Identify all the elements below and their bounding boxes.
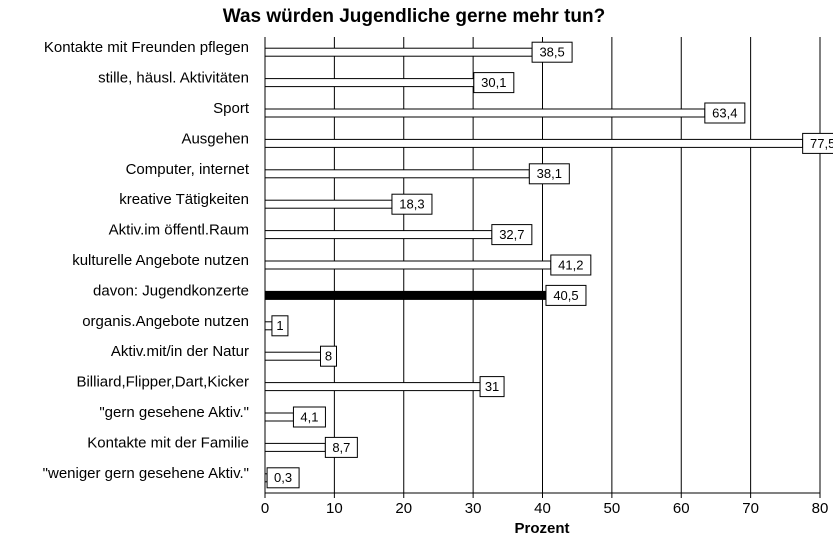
x-axis-label: Prozent [514,520,569,537]
y-tick-label: Computer, internet [126,161,250,178]
x-tick-label: 10 [326,500,343,517]
bar [264,138,804,148]
y-tick-label: "gern gesehene Aktiv." [99,404,249,421]
bar [264,321,273,331]
chart-title: Was würden Jugendliche gerne mehr tun? [223,6,606,27]
value-label-box [550,254,592,276]
value-label-box [491,224,533,246]
x-tick-label: 40 [534,500,551,517]
value-label: 38,5 [539,45,564,60]
bar [264,382,481,392]
value-label-box [473,72,515,94]
bar [264,169,530,179]
y-tick-label: Billiard,Flipper,Dart,Kicker [76,374,249,391]
value-label-box [271,315,289,337]
bar [264,412,294,422]
bar [264,442,326,452]
bar [264,78,475,88]
bar [264,108,706,118]
y-tick-label: kreative Tätigkeiten [119,191,249,208]
x-tick-label: 80 [812,500,829,517]
y-tick-label: kulturelle Angebote nutzen [72,252,249,269]
y-tick-label: davon: Jugendkonzerte [93,282,249,299]
value-label-box [320,345,337,367]
value-label-box [531,41,573,63]
x-tick-label: 70 [742,500,759,517]
value-label: 40,5 [553,288,578,303]
y-tick-label: stille, häusl. Aktivitäten [98,70,249,87]
value-label: 41,2 [558,257,583,272]
x-tick-label: 60 [673,500,690,517]
value-label-box [292,406,326,428]
value-label-box [704,102,746,124]
y-tick-label: Aktiv.im öffentl.Raum [109,222,249,239]
value-label: 32,7 [499,227,524,242]
bar [264,47,533,57]
value-label-box [545,284,587,306]
y-tick-label: Ausgehen [181,130,249,147]
value-label: 77,5 [810,136,833,151]
value-label-box [479,376,505,398]
y-tick-label: organis.Angebote nutzen [82,313,249,330]
x-tick-label: 50 [604,500,621,517]
value-label-box [802,132,833,154]
value-label-box [324,436,358,458]
value-label: 31 [485,379,499,394]
bar [264,351,321,361]
value-label: 30,1 [481,75,506,90]
y-tick-label: Sport [213,100,250,117]
value-label: 1 [276,318,283,333]
value-label: 38,1 [537,166,562,181]
y-tick-label: "weniger gern gesehene Aktiv." [43,465,249,482]
y-tick-label: Kontakte mit der Familie [87,434,249,451]
bar [264,199,393,209]
x-tick-label: 30 [465,500,482,517]
y-tick-label: Aktiv.mit/in der Natur [111,343,249,360]
value-label: 0,3 [274,470,292,485]
value-label-box [266,467,300,489]
value-label: 4,1 [300,409,318,424]
value-label: 63,4 [712,105,737,120]
value-label: 18,3 [399,197,424,212]
y-tick-label: Kontakte mit Freunden pflegen [44,39,249,56]
value-label-box [391,193,433,215]
value-label: 8,7 [332,440,350,455]
bar [264,260,552,270]
bar [264,290,547,300]
bar [264,230,493,240]
value-label: 8 [325,349,332,364]
x-tick-label: 0 [261,500,269,517]
value-label-box [528,163,570,185]
x-tick-label: 20 [395,500,412,517]
